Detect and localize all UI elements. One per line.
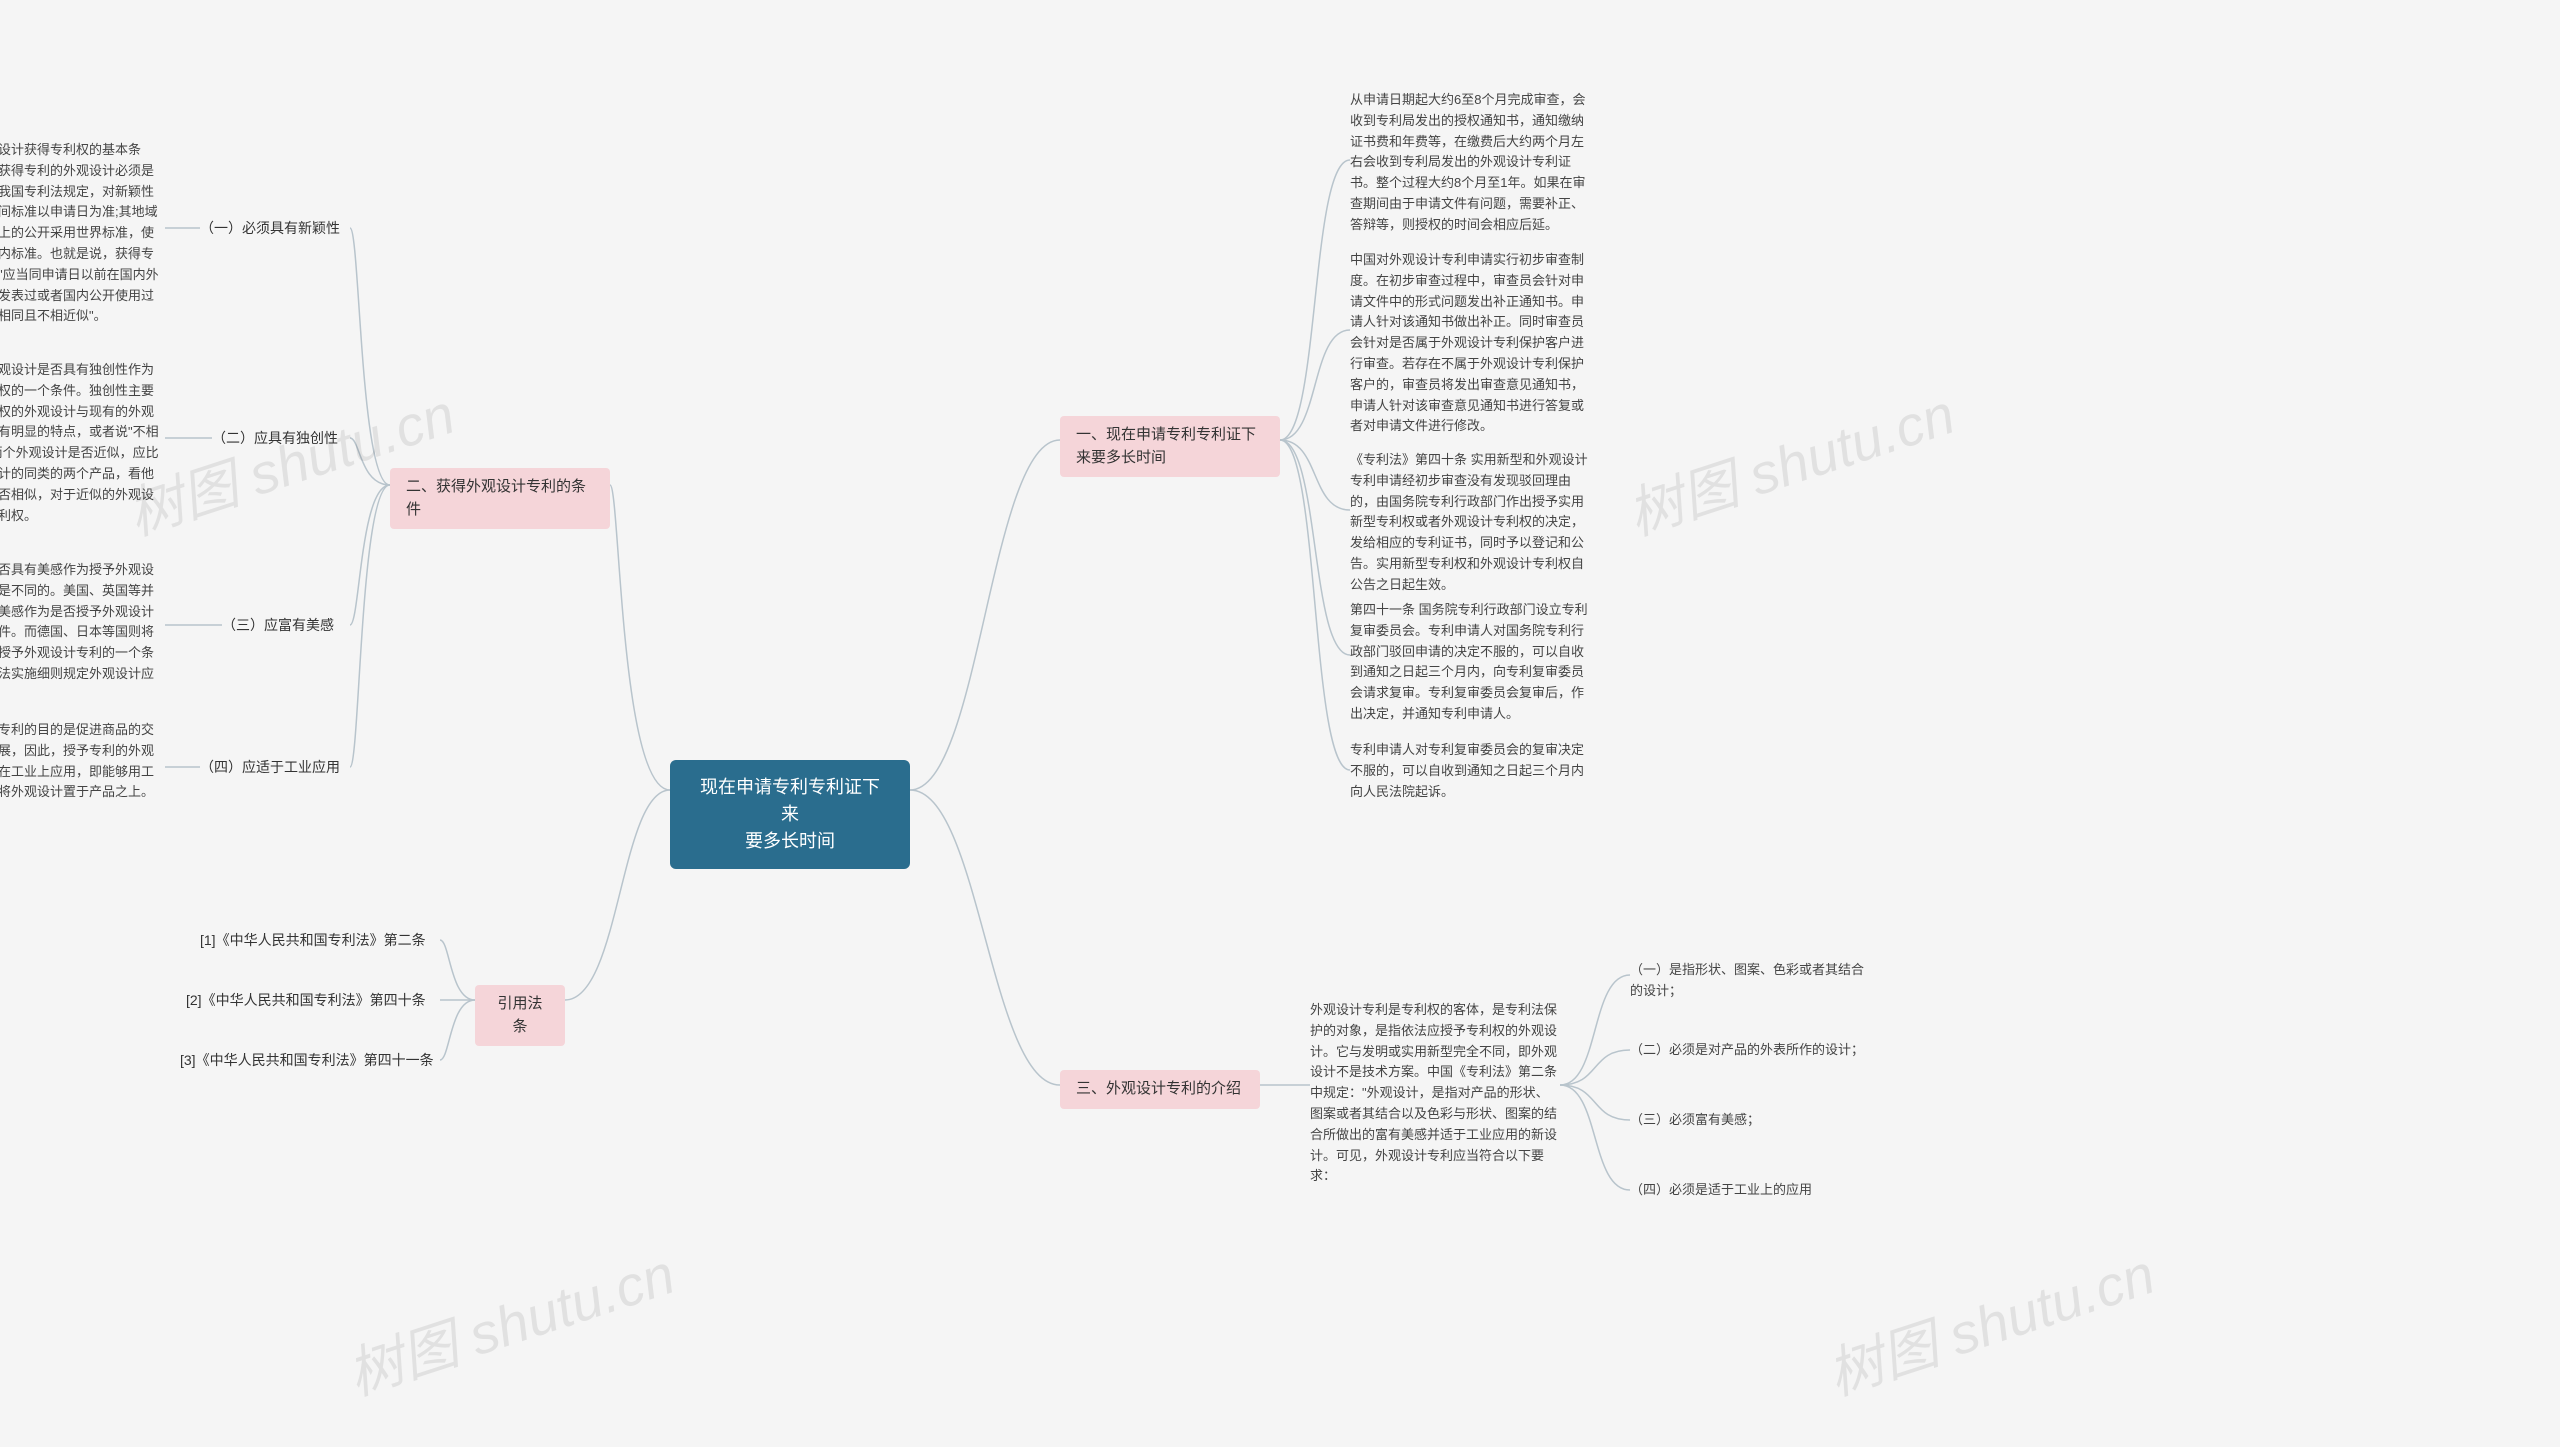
- branch-2-sub-2[interactable]: （三）应富有美感: [222, 615, 334, 636]
- branch-1-leaf-4: 专利申请人对专利复审委员会的复审决定不服的，可以自收到通知之日起三个月内向人民法…: [1350, 740, 1590, 802]
- branch-1-leaf-2: 《专利法》第四十条 实用新型和外观设计专利申请经初步审查没有发现驳回理由的，由国…: [1350, 450, 1590, 596]
- branch-4-ref-0: [1]《中华人民共和国专利法》第二条: [200, 930, 426, 951]
- watermark: 树图 shutu.cn: [1816, 1230, 2164, 1412]
- branch-4-ref-1: [2]《中华人民共和国专利法》第四十条: [186, 990, 426, 1011]
- branch-3-intro: 外观设计专利是专利权的客体，是专利法保护的对象，是指依法应授予专利权的外观设计。…: [1310, 1000, 1560, 1187]
- branch-2-sub-3-leaf: 由于外观设计专利的目的是促进商品的交流和经济的发展，因此，授予专利的外观设计必须…: [0, 720, 160, 803]
- branch-3-leaf-3: （四）必须是适于工业上的应用: [1630, 1180, 1812, 1201]
- branch-1[interactable]: 一、现在申请专利专利证下来要多长时间: [1060, 416, 1280, 477]
- branch-2-sub-2-leaf: 世界各国对是否具有美感作为授予外观设计专利的规定是不同的。美国、英国等并不把是否…: [0, 560, 160, 706]
- watermark: 树图 shutu.cn: [1616, 370, 1964, 552]
- branch-3-leaf-1: （二）必须是对产品的外表所作的设计；: [1630, 1040, 1864, 1061]
- watermark: 树图 shutu.cn: [336, 1230, 684, 1412]
- branch-2-sub-0[interactable]: （一）必须具有新颖性: [200, 218, 340, 239]
- branch-4[interactable]: 引用法条: [475, 985, 565, 1046]
- branch-3-leaf-0: （一）是指形状、图案、色彩或者其结合的设计；: [1630, 960, 1870, 1002]
- branch-1-leaf-1: 中国对外观设计专利申请实行初步审查制度。在初步审查过程中，审查员会针对申请文件中…: [1350, 250, 1590, 437]
- branch-2[interactable]: 二、获得外观设计专利的条件: [390, 468, 610, 529]
- branch-2-sub-0-leaf: 新颖性是外观设计获得专利权的基本条件，就是说，获得专利的外观设计必须是前所未有的…: [0, 140, 160, 327]
- branch-2-sub-1[interactable]: （二）应具有独创性: [212, 428, 338, 449]
- root-line1: 现在申请专利专利证下来: [694, 774, 886, 828]
- branch-2-sub-3[interactable]: （四）应适于工业应用: [200, 757, 340, 778]
- branch-3[interactable]: 三、外观设计专利的介绍: [1060, 1070, 1260, 1109]
- mindmap-root[interactable]: 现在申请专利专利证下来 要多长时间: [670, 760, 910, 869]
- mindmap-connectors: [0, 0, 2560, 1447]
- branch-4-ref-2: [3]《中华人民共和国专利法》第四十一条: [180, 1050, 434, 1071]
- branch-3-leaf-2: （三）必须富有美感；: [1630, 1110, 1760, 1131]
- branch-2-sub-1-leaf: 许多国家把外观设计是否具有独创性作为是否授予专利权的一个条件。独创性主要是指授予…: [0, 360, 160, 526]
- root-line2: 要多长时间: [694, 828, 886, 855]
- branch-1-leaf-0: 从申请日期起大约6至8个月完成审查，会收到专利局发出的授权通知书，通知缴纳证书费…: [1350, 90, 1590, 236]
- branch-1-leaf-3: 第四十一条 国务院专利行政部门设立专利复审委员会。专利申请人对国务院专利行政部门…: [1350, 600, 1590, 725]
